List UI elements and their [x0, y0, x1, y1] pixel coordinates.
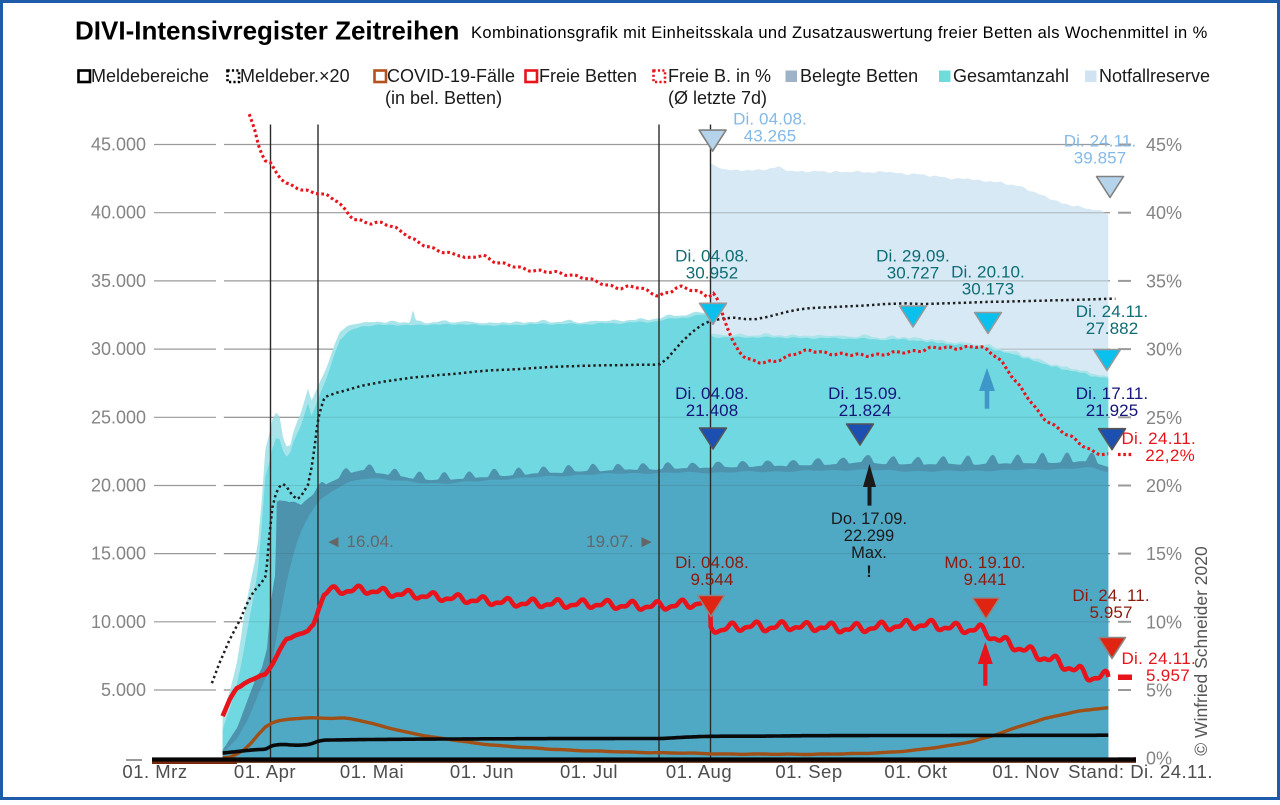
svg-text:22,2%: 22,2%	[1145, 446, 1195, 465]
svg-text:01. Mrz: 01. Mrz	[122, 761, 187, 782]
svg-text:Di. 24.11.: Di. 24.11.	[1121, 429, 1196, 448]
svg-text:DIVI-Intensivregister Zeitreih: DIVI-Intensivregister Zeitreihen	[75, 16, 459, 46]
svg-text:21.408: 21.408	[686, 401, 739, 420]
svg-text:30.173: 30.173	[962, 280, 1015, 299]
svg-text:5.957: 5.957	[1089, 603, 1132, 622]
svg-text:Mo. 19.10.: Mo. 19.10.	[944, 553, 1025, 572]
svg-text:Di. 24.11.: Di. 24.11.	[1064, 132, 1137, 151]
svg-text:01. Jul: 01. Jul	[560, 761, 618, 782]
svg-text:Notfallreserve: Notfallreserve	[1099, 66, 1210, 86]
svg-text:9.544: 9.544	[690, 570, 733, 589]
svg-text:!: !	[866, 563, 872, 581]
svg-text:Gesamtanzahl: Gesamtanzahl	[953, 66, 1069, 86]
svg-text:01. Jun: 01. Jun	[450, 761, 514, 782]
svg-text:5.957: 5.957	[1146, 666, 1190, 685]
svg-text:5%: 5%	[1146, 681, 1172, 701]
svg-text:21.925: 21.925	[1086, 401, 1139, 420]
svg-text:5.000: 5.000	[101, 680, 146, 700]
svg-text:20.000: 20.000	[91, 476, 146, 496]
svg-text:Di. 04.08.: Di. 04.08.	[675, 247, 749, 266]
svg-text:9.441: 9.441	[963, 570, 1006, 589]
svg-text:◄ 16.04.: ◄ 16.04.	[325, 532, 394, 551]
svg-text:Stand: Di. 24.11.: Stand: Di. 24.11.	[1068, 761, 1213, 782]
svg-text:Belegte Betten: Belegte Betten	[800, 66, 918, 86]
svg-text:Di. 04.08.: Di. 04.08.	[675, 384, 749, 403]
svg-text:30.952: 30.952	[686, 264, 739, 283]
svg-text:25%: 25%	[1146, 408, 1182, 428]
svg-text:20%: 20%	[1146, 476, 1182, 496]
svg-text:Di. 24.11.: Di. 24.11.	[1076, 302, 1149, 321]
svg-text:01. Aug: 01. Aug	[666, 761, 732, 782]
svg-text:27.882: 27.882	[1086, 319, 1139, 338]
svg-text:Di. 04.08.: Di. 04.08.	[675, 553, 749, 572]
svg-text:(Ø letzte 7d): (Ø letzte 7d)	[668, 88, 767, 108]
svg-text:19.07. ►: 19.07. ►	[586, 532, 655, 551]
svg-text:01. Apr: 01. Apr	[234, 761, 296, 782]
svg-text:Freie Betten: Freie Betten	[539, 66, 637, 86]
svg-text:25.000: 25.000	[91, 407, 146, 427]
svg-text:Di. 15.09.: Di. 15.09.	[828, 384, 902, 403]
svg-text:15%: 15%	[1146, 544, 1182, 564]
svg-text:35%: 35%	[1146, 271, 1182, 291]
svg-text:45.000: 45.000	[91, 135, 146, 155]
svg-text:10%: 10%	[1146, 612, 1182, 632]
svg-text:30.000: 30.000	[91, 339, 146, 359]
svg-text:39.857: 39.857	[1074, 149, 1127, 168]
svg-text:Meldeber.×20: Meldeber.×20	[240, 66, 350, 86]
svg-text:01. Okt: 01. Okt	[884, 761, 947, 782]
svg-text:01. Mai: 01. Mai	[340, 761, 404, 782]
svg-text:43.265: 43.265	[744, 127, 797, 146]
svg-text:© Winfried Schneider 2020: © Winfried Schneider 2020	[1191, 546, 1211, 756]
svg-text:Meldebereiche: Meldebereiche	[91, 66, 209, 86]
svg-text:Di. 24.11.: Di. 24.11.	[1121, 649, 1196, 668]
svg-text:Freie B. in %: Freie B. in %	[668, 66, 771, 86]
svg-text:Do. 17.09.: Do. 17.09.	[831, 510, 907, 528]
svg-text:40%: 40%	[1146, 203, 1182, 223]
svg-text:Di. 29.09.: Di. 29.09.	[876, 247, 950, 266]
svg-text:01. Sep: 01. Sep	[775, 761, 842, 782]
svg-text:Di. 20.10.: Di. 20.10.	[951, 263, 1025, 282]
svg-text:15.000: 15.000	[91, 544, 146, 564]
svg-text:Di. 17.11.: Di. 17.11.	[1076, 384, 1149, 403]
svg-text:Max.: Max.	[851, 544, 887, 562]
svg-text:45%: 45%	[1146, 135, 1182, 155]
svg-text:Di. 24. 11.: Di. 24. 11.	[1072, 586, 1149, 605]
svg-text:Kombinationsgrafik mit Einheit: Kombinationsgrafik mit Einheitsskala und…	[471, 24, 1208, 42]
svg-text:30.727: 30.727	[887, 264, 940, 283]
svg-text:COVID-19-Fälle: COVID-19-Fälle	[387, 66, 515, 86]
svg-text:40.000: 40.000	[91, 203, 146, 223]
svg-text:30%: 30%	[1146, 340, 1182, 360]
svg-text:10.000: 10.000	[91, 612, 146, 632]
svg-text:01. Nov: 01. Nov	[992, 761, 1060, 782]
svg-text:0%: 0%	[1146, 749, 1172, 769]
svg-text:Di. 04.08.: Di. 04.08.	[733, 110, 807, 129]
svg-text:21.824: 21.824	[839, 401, 892, 420]
svg-text:(in bel. Betten): (in bel. Betten)	[385, 88, 502, 108]
svg-text:35.000: 35.000	[91, 271, 146, 291]
svg-text:22.299: 22.299	[844, 527, 894, 545]
